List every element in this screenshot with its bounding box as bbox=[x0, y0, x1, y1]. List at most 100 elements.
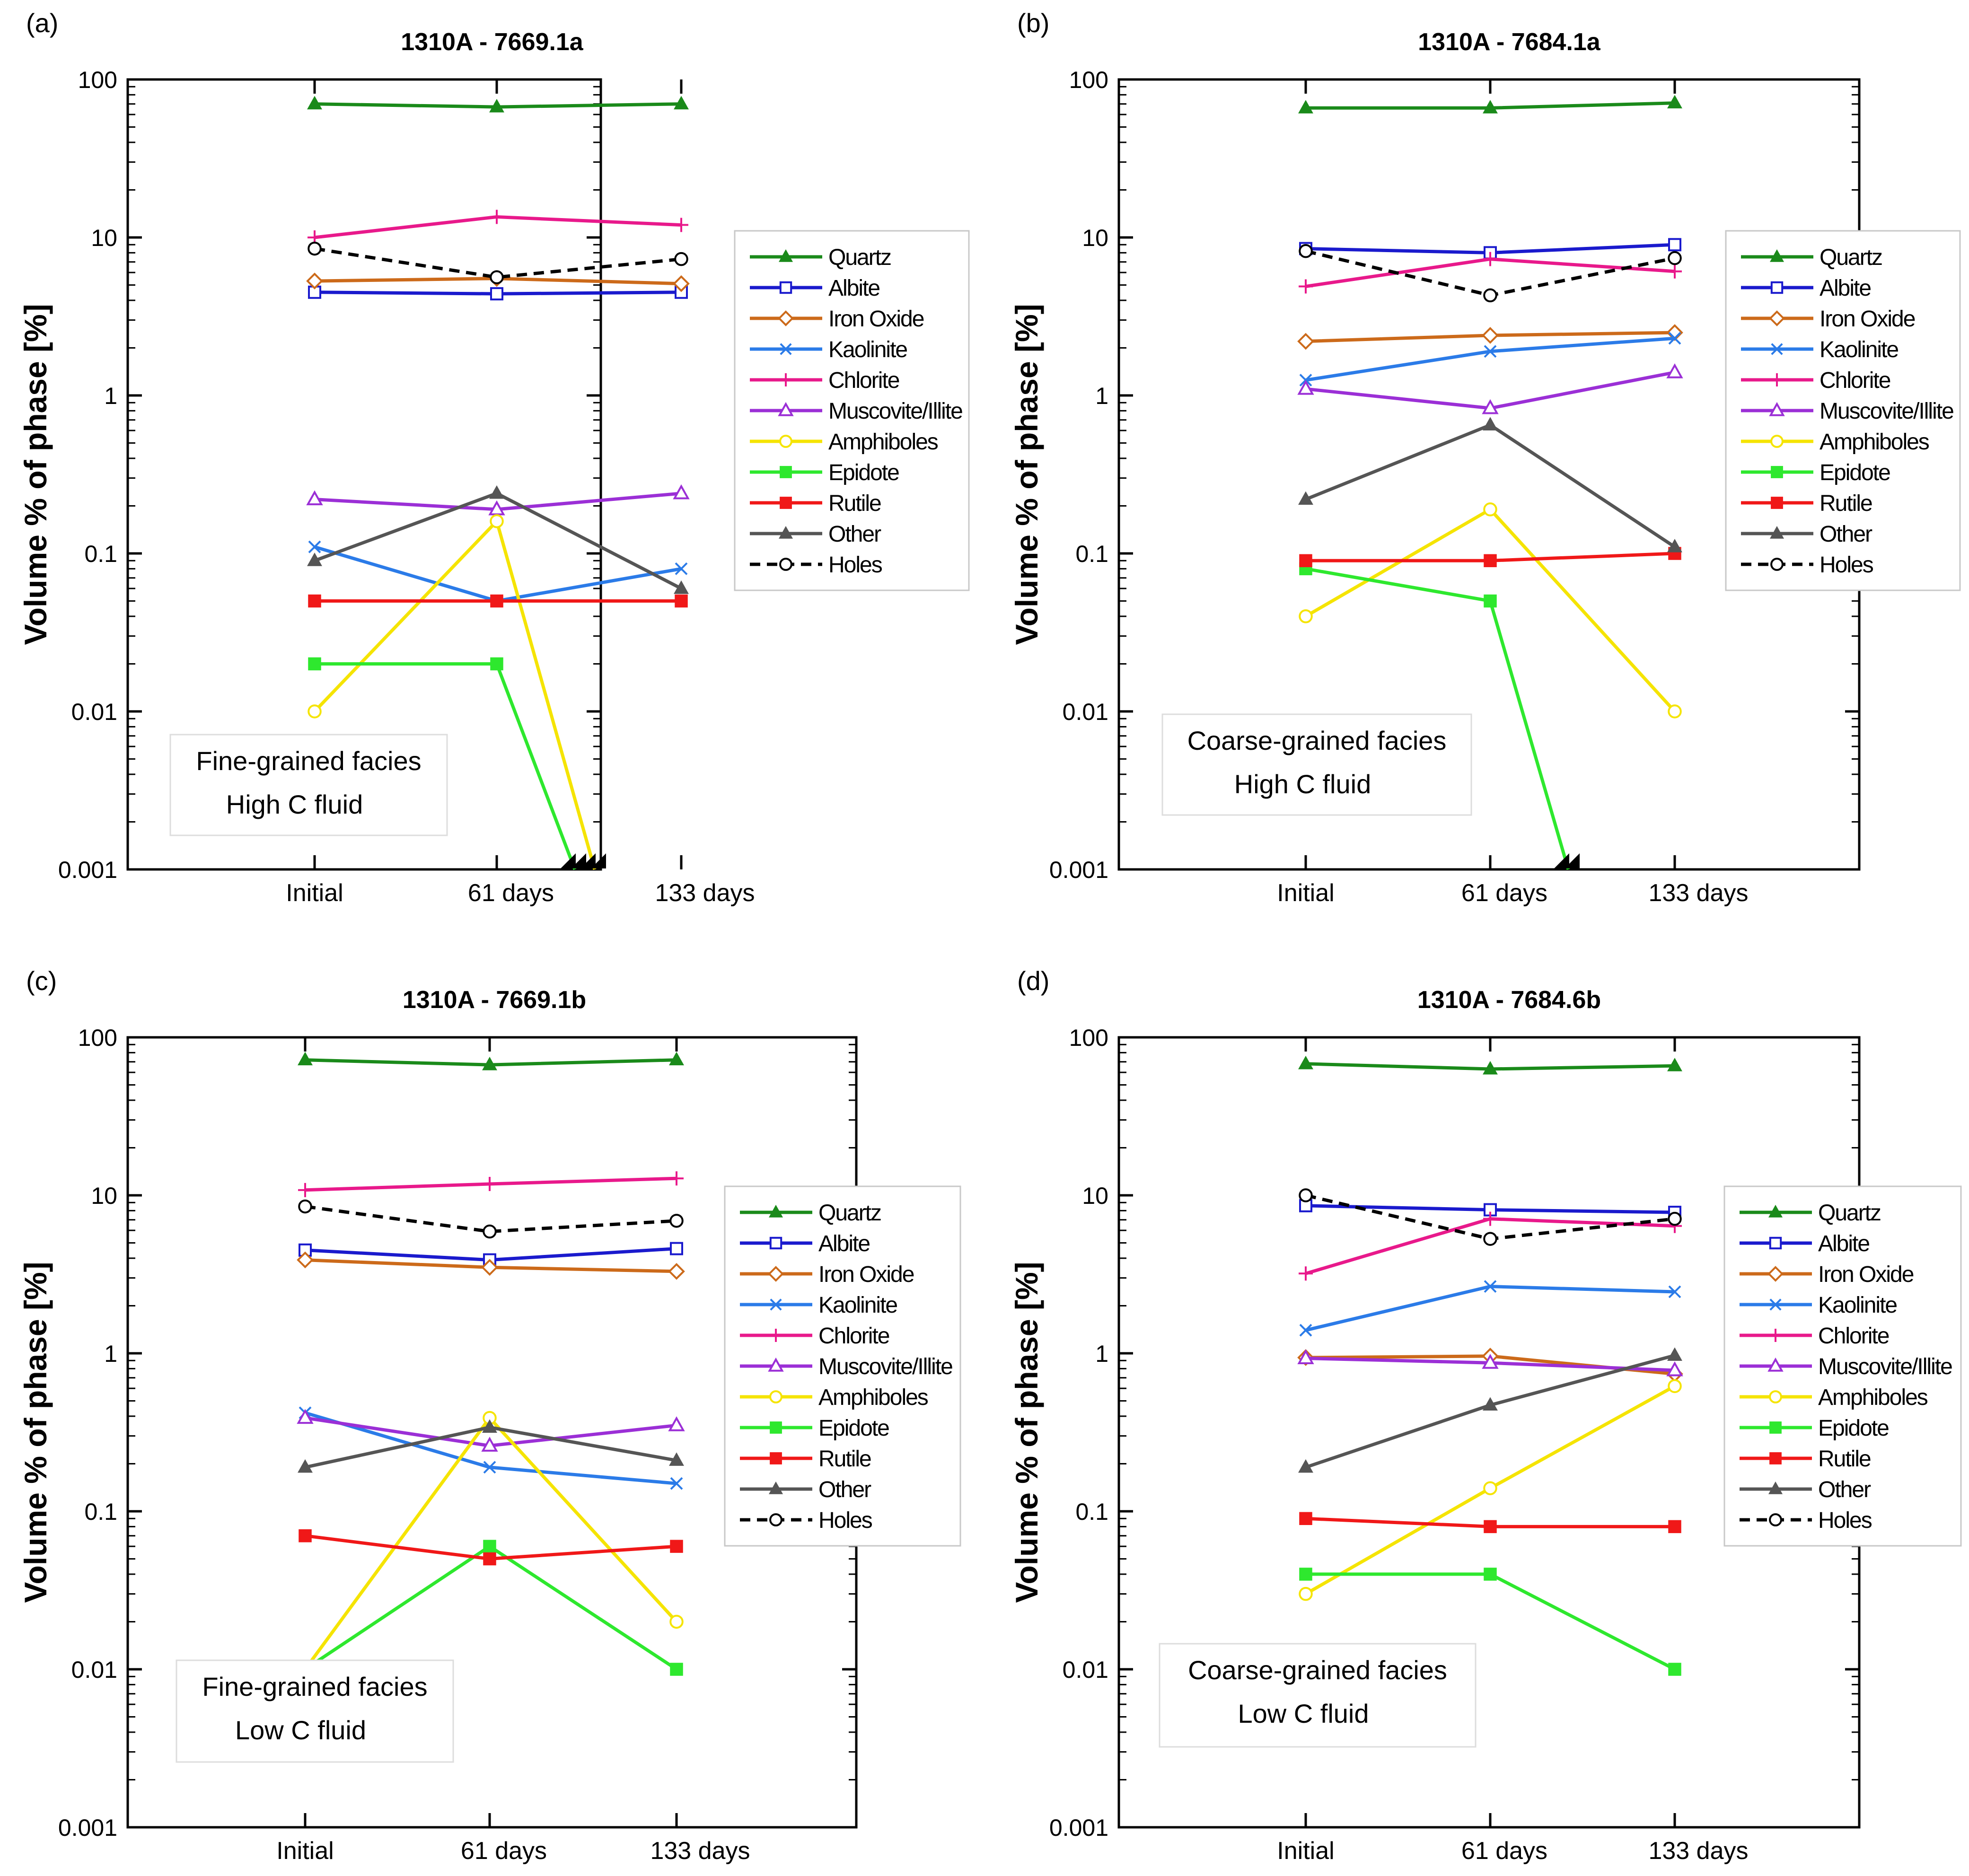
x-tick-label: Initial bbox=[1277, 879, 1334, 907]
data-point bbox=[483, 1461, 496, 1474]
series-holes bbox=[1299, 244, 1682, 303]
data-point bbox=[1483, 1481, 1497, 1495]
series-line bbox=[1305, 1285, 1675, 1332]
y-tick-label: 0.1 bbox=[1075, 1499, 1108, 1525]
data-point bbox=[670, 1540, 683, 1553]
data-point bbox=[481, 1437, 498, 1452]
legend-marker bbox=[1770, 558, 1784, 571]
data-point bbox=[490, 210, 504, 224]
data-point bbox=[1667, 95, 1682, 109]
data-point bbox=[489, 99, 504, 113]
legend-marker bbox=[768, 1204, 783, 1218]
chart-title: 1310A - 7669.1b bbox=[403, 986, 586, 1014]
data-point bbox=[1299, 279, 1313, 294]
data-point bbox=[1298, 1055, 1313, 1069]
legend-marker bbox=[780, 343, 792, 355]
legend: Quartz Albite Iron Oxide Kaolinite Chlorite M… bbox=[734, 230, 970, 591]
series-other bbox=[1298, 1347, 1682, 1473]
legend-marker bbox=[778, 310, 794, 326]
data-point bbox=[1483, 1232, 1497, 1246]
legend-label: Amphiboles bbox=[828, 430, 938, 455]
x-tick-label: 133 days bbox=[650, 1837, 750, 1865]
data-point bbox=[308, 540, 321, 553]
data-point bbox=[1299, 1587, 1313, 1601]
legend-label: Kaolinite bbox=[828, 337, 907, 362]
data-point bbox=[483, 1552, 496, 1566]
legend-label: Rutile bbox=[818, 1446, 871, 1472]
legend-label: Other bbox=[1818, 1477, 1871, 1502]
data-point bbox=[1668, 1663, 1681, 1676]
data-point bbox=[1668, 1379, 1682, 1394]
data-point bbox=[490, 594, 503, 608]
legend-marker bbox=[769, 1390, 782, 1403]
legend-marker bbox=[1771, 497, 1783, 509]
data-point bbox=[1668, 1520, 1681, 1534]
data-point bbox=[298, 1199, 312, 1214]
y-tick-label: 100 bbox=[78, 1025, 117, 1051]
legend-marker bbox=[770, 1298, 782, 1311]
legend-label: Muscovite/Illite bbox=[818, 1354, 952, 1379]
annotation-box bbox=[176, 1659, 454, 1763]
series-iron-oxide bbox=[1297, 324, 1683, 350]
panel-label: (c) bbox=[26, 966, 57, 996]
series-rutile bbox=[1299, 547, 1681, 568]
legend-marker bbox=[1769, 1452, 1782, 1464]
y-tick-label: 0.01 bbox=[71, 1657, 117, 1683]
series-other bbox=[298, 1419, 684, 1473]
legend-label: Chlorite bbox=[1818, 1324, 1889, 1349]
series-quartz bbox=[298, 1052, 684, 1070]
series-line bbox=[305, 1205, 677, 1234]
data-point bbox=[1299, 1266, 1313, 1281]
data-point bbox=[1483, 417, 1498, 430]
data-point bbox=[1299, 1188, 1313, 1202]
legend-label: Rutile bbox=[828, 491, 881, 516]
legend-label: Holes bbox=[828, 552, 882, 578]
facies-annotation: Fine-grained facies Low C fluid bbox=[176, 1659, 454, 1763]
panel-label: (d) bbox=[1017, 966, 1049, 996]
data-point bbox=[670, 1663, 683, 1676]
x-tick-label: Initial bbox=[276, 1837, 334, 1865]
data-point bbox=[668, 1416, 685, 1431]
legend-label: Amphiboles bbox=[818, 1385, 928, 1410]
data-point bbox=[1482, 399, 1499, 414]
legend-marker bbox=[1770, 435, 1784, 448]
legend-marker bbox=[1767, 1266, 1784, 1282]
y-tick-label: 10 bbox=[91, 1183, 117, 1209]
legend-label: Quartz bbox=[828, 245, 891, 270]
facies-annotation: Coarse-grained facies High C fluid bbox=[1161, 713, 1472, 816]
x-tick-label: 133 days bbox=[1648, 879, 1748, 907]
data-point bbox=[673, 275, 690, 292]
panel-d: (d) 1310A - 7684.6b Volume % of phase [%] 1… bbox=[1009, 966, 1962, 1865]
annotation-text: Fine-grained facies bbox=[196, 746, 421, 776]
data-point bbox=[670, 1242, 683, 1255]
series-rutile bbox=[1299, 1512, 1681, 1534]
y-tick-label: 1 bbox=[1095, 383, 1108, 409]
legend-marker bbox=[1769, 1329, 1782, 1342]
series-quartz bbox=[307, 96, 689, 113]
legend-label: Iron Oxide bbox=[818, 1262, 914, 1287]
data-point bbox=[1297, 333, 1314, 350]
data-point bbox=[1483, 1061, 1498, 1075]
series-line bbox=[1305, 507, 1676, 713]
legend-marker bbox=[768, 1266, 784, 1282]
annotation-text: Low C fluid bbox=[1238, 1699, 1369, 1728]
legend-label: Holes bbox=[1818, 1508, 1872, 1533]
plot-frame bbox=[126, 78, 602, 871]
legend-marker bbox=[1768, 1204, 1783, 1218]
y-tick-label: 0.001 bbox=[58, 1815, 117, 1841]
series-amphiboles bbox=[308, 514, 606, 870]
data-point bbox=[1666, 1361, 1683, 1376]
annotation-text: Fine-grained facies bbox=[202, 1672, 427, 1701]
data-point bbox=[1484, 1520, 1497, 1534]
series-amphiboles bbox=[1299, 1379, 1682, 1601]
annotation-text: Coarse-grained facies bbox=[1187, 726, 1447, 755]
data-point bbox=[490, 514, 504, 528]
data-point bbox=[1482, 327, 1499, 344]
legend-marker bbox=[1771, 343, 1783, 355]
data-point bbox=[1482, 1354, 1499, 1369]
series-muscovite-illite bbox=[1297, 363, 1683, 414]
data-point bbox=[306, 272, 323, 289]
legend-label: Albite bbox=[1820, 276, 1871, 301]
data-point bbox=[1668, 704, 1682, 719]
